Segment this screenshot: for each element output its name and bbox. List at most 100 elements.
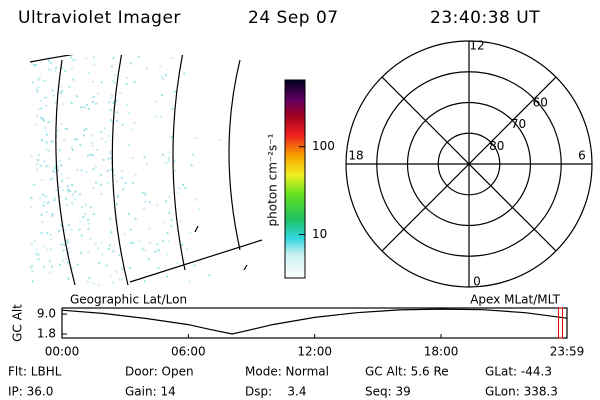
- emission-dot: [148, 201, 151, 204]
- emission-dot: [76, 95, 78, 98]
- mlat-label: 70: [511, 117, 526, 131]
- y-tick-label: 9.0: [37, 307, 56, 321]
- emission-dot: [116, 180, 119, 183]
- emission-dot: [49, 61, 52, 64]
- emission-dot: [127, 213, 130, 216]
- emission-dot: [154, 250, 157, 253]
- emission-dot: [79, 143, 82, 146]
- emission-dot: [52, 177, 55, 180]
- emission-dot: [121, 169, 124, 172]
- emission-dot: [90, 142, 93, 144]
- mlt-label: 6: [578, 149, 586, 163]
- emission-dot: [58, 229, 61, 232]
- emission-dot: [51, 214, 54, 217]
- emission-dot: [103, 127, 106, 130]
- emission-dot: [80, 234, 83, 237]
- emission-dot: [199, 260, 202, 263]
- mlat-circle: [376, 71, 562, 257]
- emission-dot: [36, 114, 38, 117]
- emission-dot: [133, 81, 136, 84]
- emission-dot: [91, 154, 94, 157]
- emission-dot: [33, 183, 36, 186]
- emission-dot: [46, 201, 49, 204]
- emission-dot: [115, 99, 118, 102]
- emission-dot: [156, 204, 158, 207]
- emission-dot: [50, 238, 53, 241]
- emission-dot: [58, 149, 61, 152]
- emission-dot: [56, 129, 59, 132]
- emission-dot: [101, 253, 104, 256]
- emission-dot: [83, 129, 86, 132]
- polar-label: Apex MLat/MLT: [470, 293, 560, 307]
- emission-dot: [171, 56, 174, 59]
- emission-dot: [30, 206, 33, 209]
- emission-dot: [37, 258, 40, 261]
- emission-dot: [109, 244, 111, 247]
- emission-dot: [161, 76, 164, 79]
- emission-dot: [67, 241, 70, 244]
- emission-dot: [51, 213, 54, 215]
- emission-dot: [67, 176, 70, 179]
- emission-dot: [81, 206, 83, 209]
- emission-dot: [76, 138, 79, 141]
- emission-dot: [67, 190, 70, 193]
- emission-dot: [170, 135, 173, 138]
- emission-dot: [47, 121, 50, 124]
- emission-dot: [89, 153, 92, 156]
- emission-dot: [188, 280, 191, 283]
- x-tick-label: 00:00: [45, 345, 80, 359]
- emission-dot: [137, 55, 140, 58]
- emission-dot: [70, 57, 73, 60]
- emission-dot: [115, 270, 118, 273]
- emission-dot: [100, 81, 103, 84]
- emission-dot: [97, 92, 99, 95]
- emission-dot: [80, 106, 83, 109]
- emission-dot: [91, 144, 94, 147]
- altitude-line: [61, 308, 568, 335]
- emission-dot: [31, 264, 34, 267]
- emission-dot: [36, 163, 38, 166]
- emission-dot: [44, 79, 47, 82]
- map-grid: [29, 55, 263, 63]
- emission-dot: [87, 108, 90, 110]
- emission-dot: [104, 141, 107, 143]
- emission-dot: [96, 149, 99, 151]
- emission-dot: [66, 185, 69, 188]
- emission-dot: [68, 189, 71, 192]
- x-tick-label: 12:00: [297, 345, 332, 359]
- emission-dot: [49, 248, 52, 251]
- emission-dot: [66, 261, 69, 264]
- emission-dot: [61, 189, 64, 192]
- emission-dot: [92, 282, 95, 285]
- emission-dot: [51, 89, 54, 92]
- emission-dot: [162, 78, 165, 81]
- colorbar-tick-label: 10: [312, 227, 327, 241]
- emission-dot: [67, 277, 70, 280]
- emission-dot: [170, 225, 173, 228]
- emission-dot: [129, 228, 132, 231]
- info-field: Door: Open: [125, 365, 194, 379]
- emission-dot: [97, 247, 100, 250]
- emission-dot: [165, 200, 168, 203]
- emission-dot: [186, 248, 189, 251]
- mlat-label: 60: [533, 95, 548, 109]
- emission-dot: [122, 188, 125, 191]
- emission-dot: [89, 237, 92, 240]
- emission-dot: [109, 150, 112, 153]
- emission-dot: [55, 189, 58, 192]
- info-field: IP: 36.0: [8, 385, 53, 399]
- emission-dot: [50, 68, 53, 71]
- map-grid: [172, 55, 186, 271]
- emission-dot: [60, 223, 63, 226]
- emission-dot: [60, 164, 63, 167]
- emission-dot: [195, 198, 198, 201]
- emission-dot: [132, 242, 135, 245]
- emission-dot: [141, 247, 144, 250]
- emission-dot: [36, 168, 39, 171]
- emission-dot: [159, 65, 162, 68]
- emission-dot: [124, 182, 127, 185]
- emission-dot: [102, 158, 105, 161]
- x-tick-label: 23:59: [550, 345, 585, 359]
- emission-dot: [63, 244, 65, 246]
- emission-dot: [48, 260, 51, 263]
